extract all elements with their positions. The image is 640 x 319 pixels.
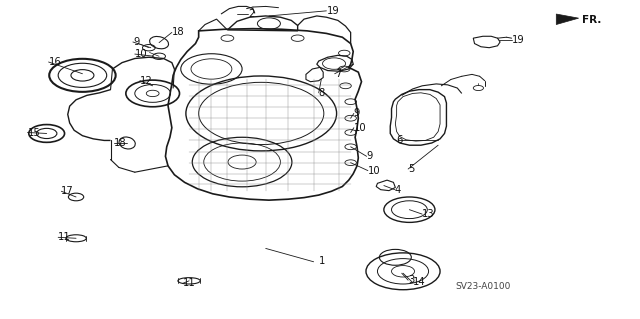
Text: 19: 19: [326, 6, 339, 16]
Text: 2: 2: [248, 9, 255, 19]
Text: 19: 19: [511, 35, 524, 45]
Text: 5: 5: [408, 164, 415, 174]
Text: 11: 11: [182, 278, 195, 288]
Text: 10: 10: [354, 123, 367, 133]
Text: 1: 1: [319, 256, 325, 266]
Text: 14: 14: [413, 278, 425, 287]
Polygon shape: [556, 14, 579, 25]
Text: 12: 12: [140, 76, 153, 86]
Text: 13: 13: [422, 209, 435, 219]
Text: 9: 9: [367, 151, 373, 161]
Text: 10: 10: [368, 166, 381, 176]
Text: 9: 9: [133, 37, 140, 47]
Text: 17: 17: [61, 186, 74, 196]
Text: 4: 4: [395, 185, 401, 195]
Text: 11: 11: [58, 232, 71, 242]
Text: 7: 7: [335, 69, 341, 79]
Text: SV23-A0100: SV23-A0100: [456, 282, 511, 291]
Text: FR.: FR.: [582, 15, 601, 26]
Text: 15: 15: [28, 128, 40, 137]
Text: 16: 16: [49, 57, 61, 67]
Text: 18: 18: [172, 27, 184, 37]
Text: 3: 3: [408, 275, 414, 285]
Text: 8: 8: [319, 88, 325, 98]
Text: 6: 6: [397, 136, 403, 145]
Text: 18: 18: [115, 138, 127, 148]
Text: 9: 9: [354, 108, 360, 118]
Text: 10: 10: [135, 49, 147, 59]
